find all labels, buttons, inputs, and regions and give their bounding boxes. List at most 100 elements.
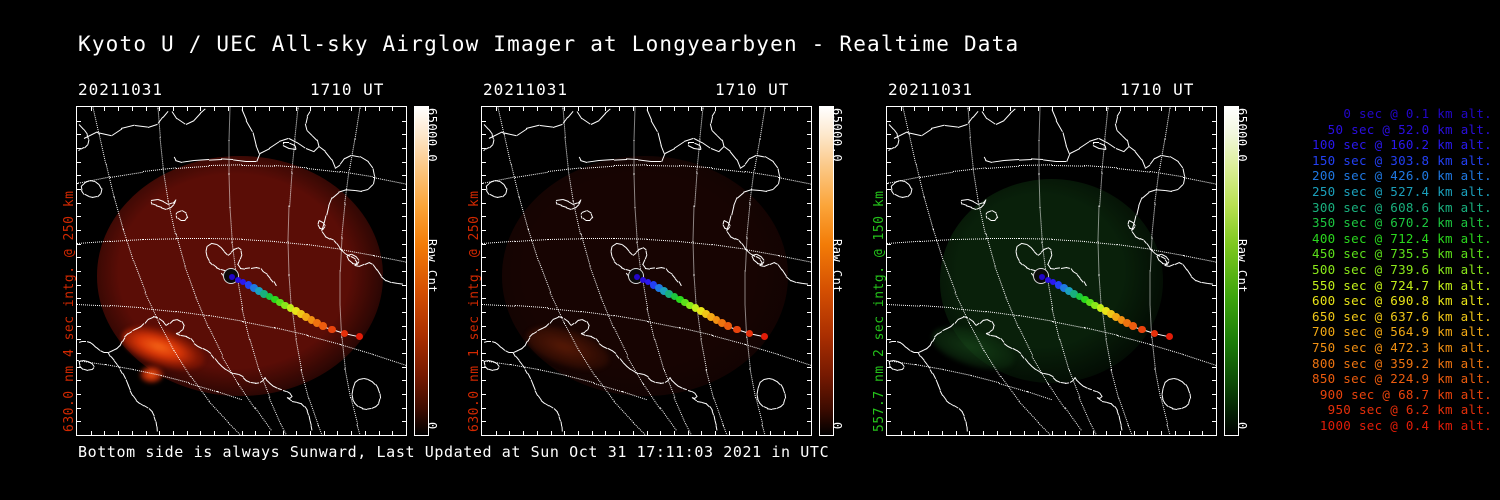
legend-entry: 750 sec @ 472.3 km alt. <box>1312 339 1492 355</box>
colorbar-unit-label: Raw Cnt <box>830 239 844 294</box>
frame-ticks <box>77 107 406 435</box>
legend-entry: 250 sec @ 527.4 km alt. <box>1312 183 1492 199</box>
trajectory-point <box>1138 325 1146 333</box>
trajectory-point <box>633 274 640 281</box>
trajectory-point <box>707 313 716 322</box>
trajectory-point <box>717 319 726 328</box>
trajectory-point <box>1129 322 1137 330</box>
trajectory-point <box>1038 274 1045 281</box>
trajectory-point <box>681 298 689 307</box>
page-title: Kyoto U / UEC All-sky Airglow Imager at … <box>78 32 1020 56</box>
rocket-trajectory <box>887 107 1216 435</box>
trajectory-point <box>1086 298 1094 307</box>
trajectory-point <box>1080 295 1089 304</box>
panel-time: 1710 UT <box>1120 80 1195 99</box>
trajectory-point <box>1050 279 1057 286</box>
trajectory-point <box>1054 281 1063 289</box>
trajectory-point <box>733 325 741 333</box>
trajectory-point <box>660 286 668 295</box>
trajectory-point <box>665 289 674 298</box>
trajectory-point <box>265 292 274 301</box>
trajectory-point <box>307 316 316 325</box>
trajectory-point <box>234 276 241 283</box>
trajectory-point <box>355 333 363 341</box>
legend-entry: 1000 sec @ 0.4 km alt. <box>1319 417 1492 433</box>
colorbar-unit-label: Raw Cnt <box>1235 239 1249 294</box>
trajectory-point <box>319 322 327 330</box>
colorbar-max-label: 65000.0 <box>425 108 439 163</box>
trajectory-point <box>260 289 269 298</box>
trajectory-point <box>312 319 321 328</box>
trajectory-point <box>297 310 305 319</box>
allsky-image[interactable] <box>481 106 812 436</box>
panel-date: 20211031 <box>483 80 569 99</box>
legend-entry: 450 sec @ 735.5 km alt. <box>1312 246 1492 262</box>
trajectory-point <box>1150 329 1158 337</box>
legend-entry: 800 sec @ 359.2 km alt. <box>1312 355 1492 371</box>
footer-caption: Bottom side is always Sunward, Last Upda… <box>78 443 830 461</box>
sky-canvas <box>482 107 811 435</box>
legend-entry: 150 sec @ 303.8 km alt. <box>1312 152 1492 168</box>
legend-entry: 650 sec @ 637.6 km alt. <box>1312 308 1492 324</box>
legend-entry: 0 sec @ 0.1 km alt. <box>1343 106 1492 121</box>
colorbar-unit-label: Raw Cnt <box>425 239 439 294</box>
frame-ticks <box>482 107 811 435</box>
panel-axis-label: 557.7 nm 2 sec intg. @ 150 km <box>872 190 887 432</box>
trajectory-point <box>745 329 753 337</box>
trajectory-point <box>645 279 652 286</box>
trajectory-point <box>654 283 663 292</box>
rocket-trajectory <box>77 107 406 435</box>
geographic-graticule <box>482 107 811 435</box>
allsky-image[interactable] <box>76 106 407 436</box>
trajectory-point <box>1091 301 1100 310</box>
trajectory-point <box>276 298 284 307</box>
auroral-arc-secondary <box>139 366 163 383</box>
trajectory-point <box>255 286 263 295</box>
legend-entry: 600 sec @ 690.8 km alt. <box>1312 293 1492 309</box>
trajectory-point <box>1122 319 1131 328</box>
trajectory-point <box>649 281 658 289</box>
trajectory-point <box>340 329 348 337</box>
panel-date: 20211031 <box>78 80 164 99</box>
geographic-graticule <box>887 107 1216 435</box>
trajectory-point <box>639 276 646 283</box>
rocket-trajectory <box>482 107 811 435</box>
trajectory-point <box>696 307 705 316</box>
colorbar-min-label: 0 <box>425 422 439 430</box>
trajectory-legend: 0 sec @ 0.1 km alt. 50 sec @ 52.0 km alt.… <box>1258 106 1498 433</box>
sky-canvas <box>77 107 406 435</box>
legend-entry: 200 sec @ 426.0 km alt. <box>1312 168 1492 184</box>
legend-entry: 50 sec @ 52.0 km alt. <box>1327 121 1492 137</box>
colorbar <box>819 106 834 436</box>
trajectory-point <box>760 333 768 341</box>
legend-entry: 550 sec @ 724.7 km alt. <box>1312 277 1492 293</box>
allsky-image[interactable] <box>886 106 1217 436</box>
colorbar-max-label: 65000.0 <box>830 108 844 163</box>
legend-entry: 100 sec @ 160.2 km alt. <box>1312 137 1492 153</box>
colorbar-min-label: 0 <box>830 422 844 430</box>
trajectory-point <box>1059 283 1068 292</box>
legend-entry: 500 sec @ 739.6 km alt. <box>1312 261 1492 277</box>
trajectory-point <box>712 316 721 325</box>
trajectory-point <box>1117 316 1126 325</box>
trajectory-point <box>1112 313 1121 322</box>
trajectory-point <box>1165 333 1173 341</box>
colorbar-min-label: 0 <box>1235 422 1249 430</box>
trajectory-point <box>1070 289 1079 298</box>
panel-axis-label: 630.0 nm 1 sec intg. @ 250 km <box>467 190 482 432</box>
trajectory-point <box>291 307 300 316</box>
trajectory-point <box>686 301 695 310</box>
legend-entry: 700 sec @ 564.9 km alt. <box>1312 324 1492 340</box>
legend-entry: 950 sec @ 6.2 km alt. <box>1327 402 1492 418</box>
trajectory-point <box>249 283 258 292</box>
frame-ticks <box>887 107 1216 435</box>
trajectory-point <box>1096 304 1105 313</box>
trajectory-point <box>244 281 253 289</box>
trajectory-point <box>724 322 732 330</box>
legend-entry: 900 sec @ 68.7 km alt. <box>1319 386 1492 402</box>
trajectory-point <box>328 325 336 333</box>
trajectory-point <box>675 295 684 304</box>
panel-date: 20211031 <box>888 80 974 99</box>
trajectory-point <box>302 313 311 322</box>
trajectory-point <box>228 274 235 281</box>
